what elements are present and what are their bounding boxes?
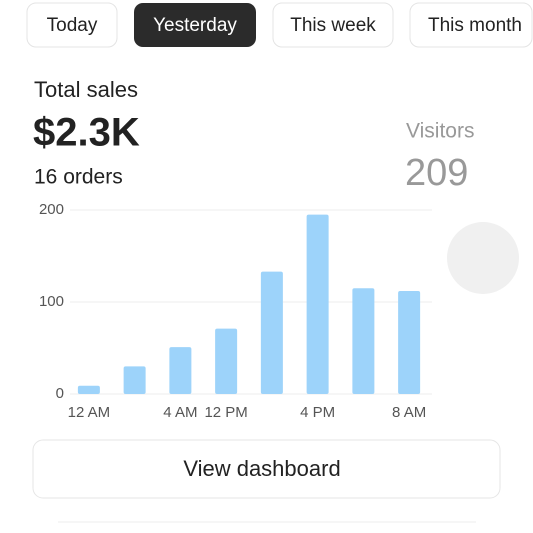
tab-label[interactable]: This week	[290, 15, 376, 36]
y-tick-label: 100	[39, 293, 64, 310]
bar	[260, 271, 283, 394]
bar	[169, 347, 192, 394]
visitors-value: 209	[405, 152, 468, 194]
bar	[352, 288, 375, 394]
tab-label[interactable]: Today	[47, 15, 98, 36]
y-tick-label: 200	[39, 201, 64, 218]
avatar-placeholder	[447, 222, 519, 294]
x-tick-label: 4 AM	[163, 404, 197, 421]
bar	[123, 366, 146, 394]
visitors-label: Visitors	[406, 120, 474, 143]
x-tick-label: 12 PM	[204, 404, 247, 421]
tab[interactable]	[272, 2, 394, 48]
x-tick-label: 12 AM	[68, 404, 111, 421]
button-label[interactable]: View dashboard	[183, 456, 340, 481]
bar	[306, 214, 329, 394]
tab-label[interactable]: This month	[428, 15, 522, 36]
x-tick-label: 8 AM	[392, 404, 426, 421]
chart: 0 100 200 12 AM 4 AM 12 PM 4 PM 8 AM	[39, 201, 432, 421]
tab[interactable]	[409, 2, 533, 48]
tab-active[interactable]	[134, 3, 256, 47]
bar	[77, 385, 100, 394]
tab-label[interactable]: Yesterday	[153, 15, 237, 36]
tab[interactable]	[26, 2, 118, 48]
bar	[398, 290, 421, 394]
bar	[215, 328, 238, 394]
button[interactable]	[32, 439, 501, 499]
orders: 16 orders	[34, 166, 123, 189]
x-tick-label: 4 PM	[300, 404, 335, 421]
sales-value: $2.3K	[33, 111, 140, 155]
y-tick-label: 0	[56, 385, 64, 402]
sales-label: Total sales	[34, 77, 138, 102]
